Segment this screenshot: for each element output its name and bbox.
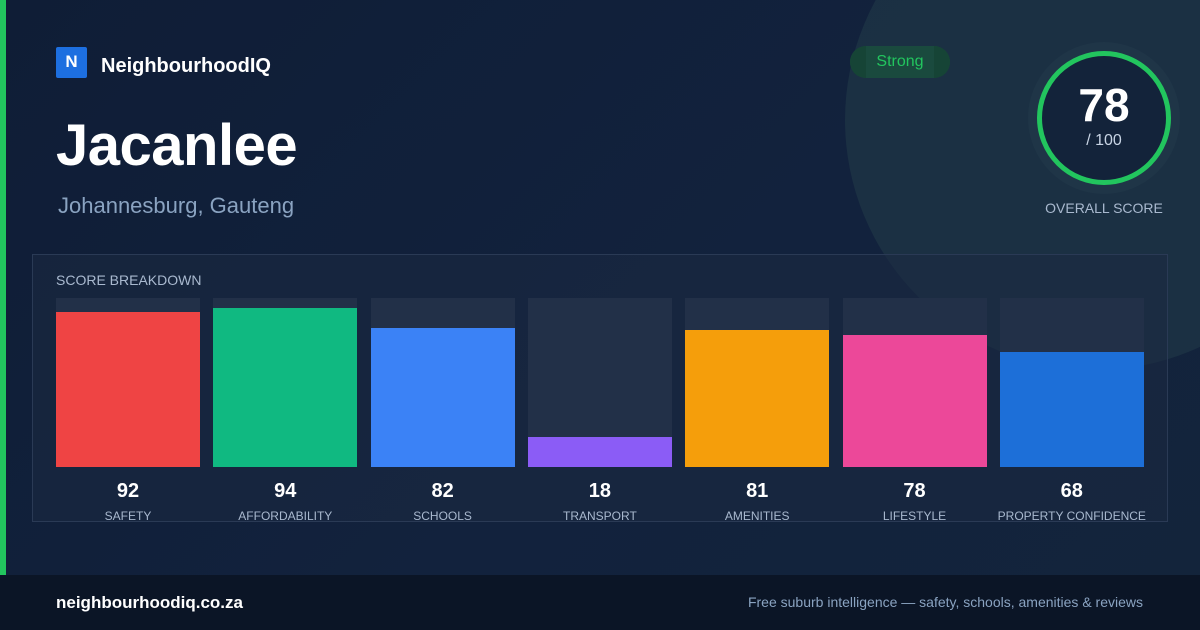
score-bar-fill [999, 352, 1144, 467]
suburb-name: Jacanlee [56, 113, 298, 178]
brand-name: NeighbourhoodIQ [101, 55, 271, 77]
score-bar-track [999, 298, 1144, 467]
score-bar-fill [527, 436, 672, 467]
score-bar-fill [685, 330, 830, 467]
score-bar-track [842, 298, 987, 467]
footer-tagline: Free suburb intelligence — safety, schoo… [747, 594, 1143, 610]
score-breakdown-title: SCORE BREAKDOWN [56, 272, 202, 288]
score-bar-track [685, 298, 830, 467]
score-bar-label: AFFORDABILITY [238, 509, 333, 523]
brand[interactable]: N NeighbourhoodIQ [56, 46, 271, 78]
score-bar-track [213, 298, 358, 467]
score-bar-value: 18 [588, 480, 612, 502]
score-bar-value: 92 [116, 480, 140, 502]
score-bar-value: 94 [274, 480, 297, 502]
score-bar-label: LIFESTYLE [882, 509, 947, 523]
score-bar-label: AMENITIES [724, 509, 790, 523]
overall-score-max: / 100 [1086, 132, 1122, 149]
overall-score-value: 78 [1078, 79, 1130, 131]
score-bar-value: 68 [1060, 480, 1083, 502]
score-bar-fill [213, 308, 358, 467]
score-ring-progress [1037, 51, 1171, 185]
score-bar-value: 81 [746, 480, 769, 502]
score-bar-label: TRANSPORT [562, 509, 637, 523]
score-bar-label: PROPERTY CONFIDENCE [997, 509, 1146, 523]
rating-badge: Strong [850, 46, 950, 78]
score-bar-track [527, 298, 672, 467]
score-bar-value: 82 [431, 480, 454, 502]
score-bar-track [56, 298, 200, 467]
footer-domain-link[interactable]: neighbourhoodiq.co.za [56, 593, 243, 612]
score-bar-label: SAFETY [104, 509, 152, 523]
brand-logo-icon: N [56, 46, 87, 78]
score-breakdown-panel: SCORE BREAKDOWN 92 SAFETY 94 AFFORDABILITY 8… [32, 254, 1168, 523]
footer: neighbourhoodiq.co.za Free suburb intell… [0, 575, 1200, 630]
overall-score-label: OVERALL SCORE [1045, 200, 1163, 216]
score-bar-fill [370, 328, 515, 467]
accent-strip [0, 0, 6, 575]
suburb-location: Johannesburg, Gauteng [58, 193, 295, 218]
score-bar-track [370, 298, 515, 467]
score-bar-fill [56, 311, 200, 467]
overall-score-ring: 78 / 100 [1028, 42, 1180, 194]
rating-badge-label: Strong [876, 53, 924, 70]
score-bar-label: SCHOOLS [413, 509, 472, 523]
score-bar-value: 78 [903, 480, 926, 502]
score-bar-fill [842, 335, 987, 467]
